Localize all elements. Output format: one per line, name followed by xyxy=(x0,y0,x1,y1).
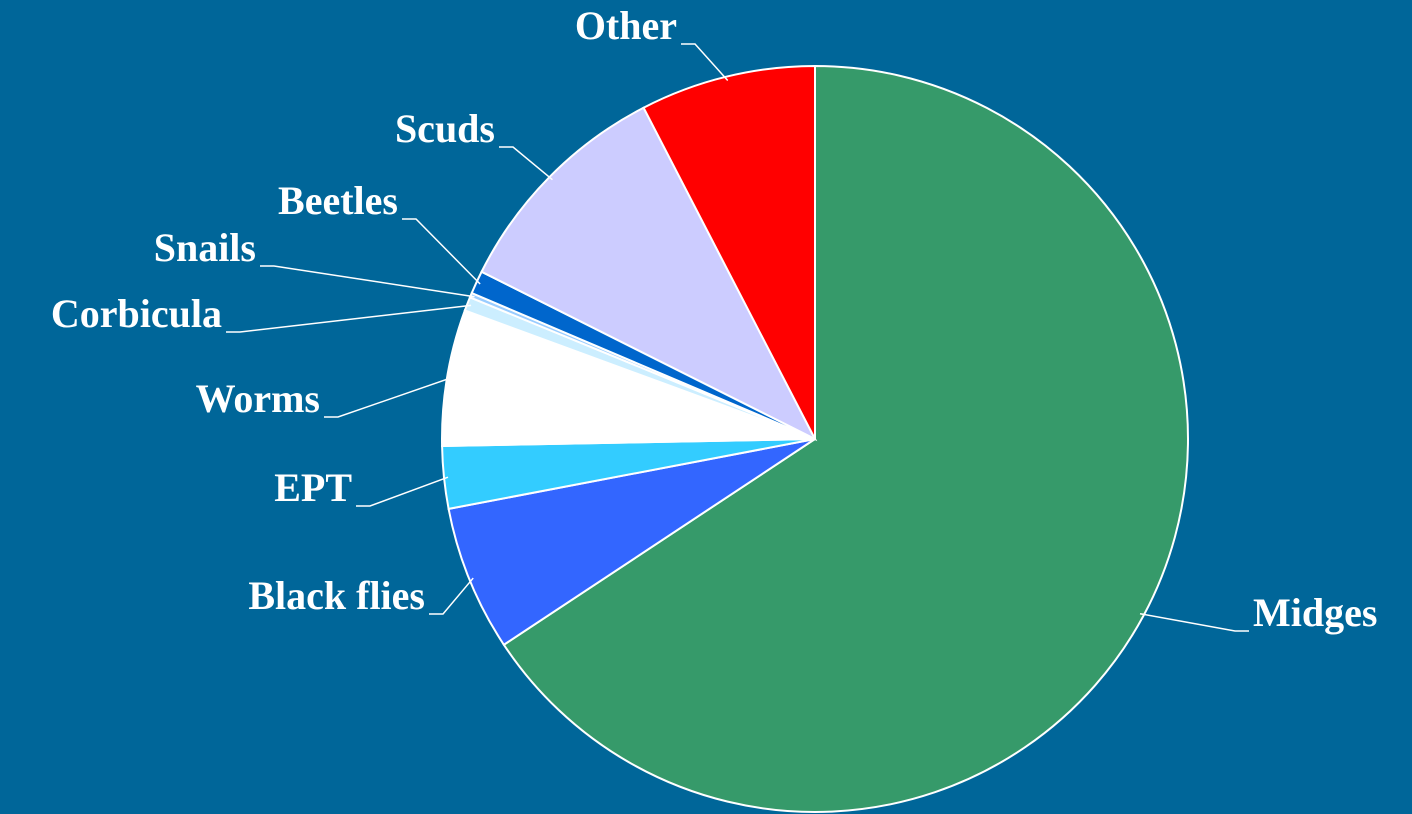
leader-line xyxy=(226,304,472,333)
leader-line xyxy=(681,43,729,81)
leader-line xyxy=(402,218,481,285)
slice-label: EPT xyxy=(274,465,352,510)
leader-line xyxy=(429,577,474,615)
slice-label: Corbicula xyxy=(51,291,222,336)
pie-slice xyxy=(642,64,816,440)
slice-label: Beetles xyxy=(278,178,398,223)
leader-line xyxy=(324,377,452,418)
leader-line xyxy=(356,476,449,507)
leader-line xyxy=(499,146,553,181)
leader-line xyxy=(1139,612,1249,632)
pie-slice xyxy=(447,438,816,647)
slice-label: Snails xyxy=(154,225,256,270)
slice-label: Black flies xyxy=(248,573,425,618)
pie-slice xyxy=(441,309,816,448)
slice-label: Midges xyxy=(1253,590,1377,635)
leader-line xyxy=(260,265,475,298)
slice-label: Worms xyxy=(196,376,320,421)
pie-slice xyxy=(502,64,1189,813)
slice-label: Scuds xyxy=(395,106,495,151)
slice-label: Other xyxy=(575,3,677,48)
